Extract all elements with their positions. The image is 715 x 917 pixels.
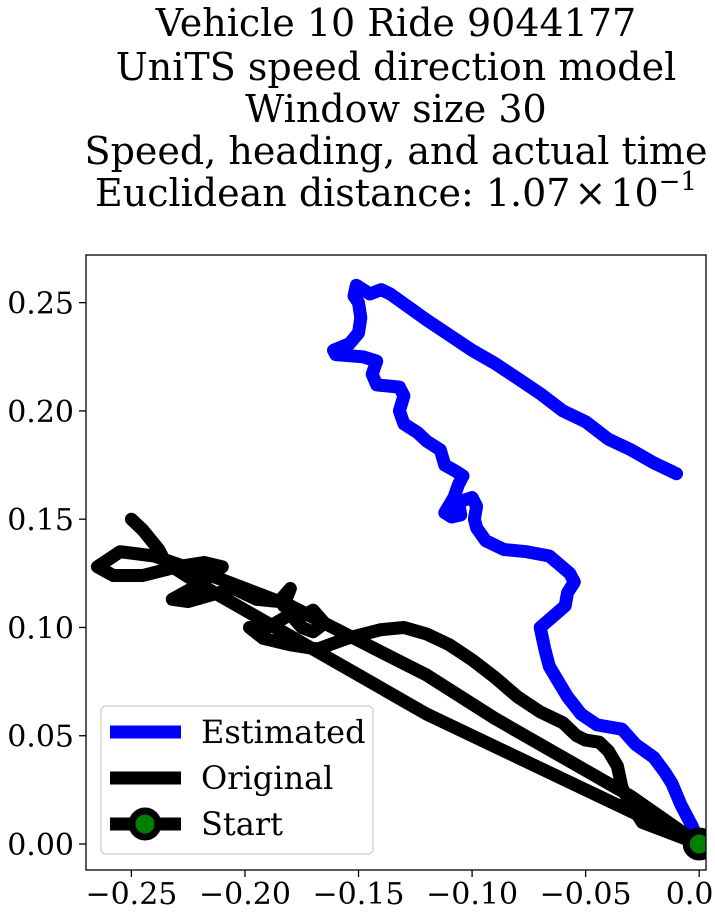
title-distance-exponent: −1 [659, 167, 697, 197]
title-distance-base: 10 [610, 171, 658, 215]
legend: Estimated Original Start [100, 705, 374, 855]
x-tick-label: −0.25 [85, 877, 177, 912]
title-line-1: Vehicle 10 Ride 9044177 [155, 1, 636, 45]
title-distance-times: × [574, 171, 606, 215]
series-line-original [90, 512, 706, 851]
y-tick-label: 0.10 [7, 611, 74, 646]
chart-title: Vehicle 10 Ride 9044177 UniTS speed dire… [85, 1, 708, 215]
y-tick-label: 0.20 [7, 395, 74, 430]
legend-label-estimated: Estimated [201, 713, 366, 751]
y-tick-label: 0.05 [7, 720, 74, 755]
x-tick-label: −0.10 [426, 877, 518, 912]
title-line-4: Speed, heading, and actual time [85, 129, 708, 173]
legend-label-start: Start [201, 805, 283, 843]
y-tick-label: 0.15 [7, 503, 74, 538]
x-tick-label: 0.00 [666, 877, 715, 912]
legend-start-marker [128, 807, 162, 841]
y-tick-label: 0.25 [7, 287, 74, 322]
title-distance-prefix: Euclidean distance: [95, 171, 486, 215]
legend-label-original: Original [201, 759, 333, 797]
legend-box [100, 705, 374, 855]
title-line-3: Window size 30 [245, 87, 546, 131]
x-tick-label: −0.05 [540, 877, 632, 912]
series-line-estimated [327, 278, 706, 851]
title-distance-mantissa: 1.07 [486, 171, 571, 215]
plot-area [90, 278, 706, 861]
axes: −0.25 −0.20 −0.15 −0.10 −0.05 0.00 0.00 0.05 0.1… [7, 254, 715, 912]
start-marker [682, 827, 706, 861]
axes-frame [85, 254, 707, 871]
title-line-2: UniTS speed direction model [116, 45, 676, 89]
y-tick-label: 0.00 [7, 828, 74, 863]
x-tick-label: −0.20 [199, 877, 291, 912]
x-tick-label: −0.15 [313, 877, 405, 912]
title-line-5: Euclidean distance: 1.07 × 10−1 [95, 167, 697, 215]
